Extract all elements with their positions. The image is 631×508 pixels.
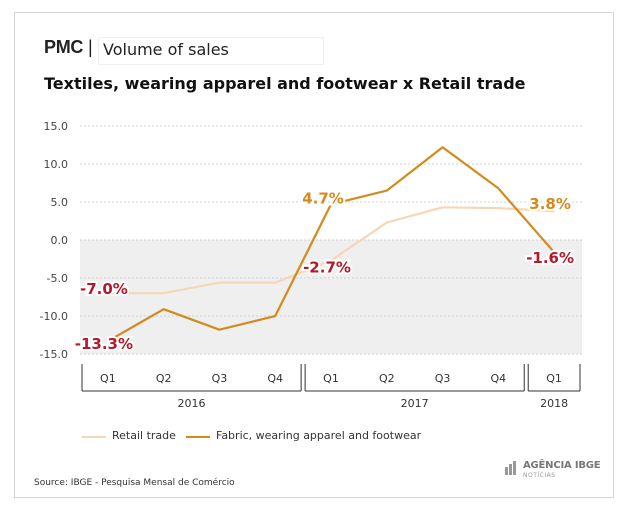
point-fabric [274,315,277,317]
point-fabric [553,251,555,253]
point-fabric [441,146,444,149]
x-tick-label: Q1 [323,372,339,385]
point-retail [441,206,444,209]
x-tick-label: Q4 [267,372,283,385]
year-label: 2017 [401,397,429,410]
brand-separator: | [88,37,93,57]
x-tick-label: Q1 [100,372,116,385]
chart-title: Textiles, wearing apparel and footwear x… [44,74,526,93]
agency-logo: AGÊNCIA IBGE NOTÍCIAS [505,458,601,482]
x-tick-label: Q4 [490,372,506,385]
legend-label-retail: Retail trade [112,429,176,442]
data-label: 4.7% [302,189,344,207]
data-label: -1.6% [526,249,574,267]
chart-frame [14,12,614,498]
point-retail [553,210,555,212]
legend-label-fabric: Fabric, wearing apparel and footwear [216,429,422,442]
subtitle: Volume of sales [103,40,229,59]
x-tick-label: Q3 [435,372,451,385]
point-retail [218,281,221,284]
y-tick-label: 10.0 [44,158,69,171]
year-label: 2018 [540,397,568,410]
agency-name: AGÊNCIA IBGE [523,460,601,471]
subtitle-box: Volume of sales [98,37,324,65]
negative-band [80,240,582,354]
point-fabric [330,203,332,206]
year-bracket [527,364,581,392]
x-tick-label: Q2 [156,372,172,385]
x-tick-label: Q2 [379,372,395,385]
year-bracket [304,364,525,392]
point-retail [162,292,165,295]
point-fabric [162,308,165,310]
source-note: Source: IBGE - Pesquisa Mensal de Comérc… [34,478,235,488]
point-fabric [218,328,221,331]
y-tick-label: -5.0 [47,272,68,285]
agency-sub: NOTÍCIAS [523,472,556,479]
point-retail [107,292,109,295]
legend-swatch-retail [82,436,106,438]
point-fabric [385,189,388,192]
x-tick-label: Q1 [546,372,562,385]
data-label: -7.0% [80,280,128,298]
point-retail [330,259,332,262]
point-fabric [497,187,500,190]
year-bracket [81,364,302,392]
brand-label: PMC [44,37,84,57]
point-retail [274,281,277,284]
data-label: -13.3% [75,335,133,353]
y-tick-label: -10.0 [40,310,68,323]
y-tick-label: 5.0 [51,196,69,209]
point-fabric [107,340,109,342]
agency-logo-icon [505,461,516,475]
y-tick-label: -15.0 [40,348,68,361]
data-label: 3.8% [529,195,571,213]
data-label: -2.7% [303,259,351,277]
legend-swatch-fabric [186,436,210,438]
y-tick-label: 15.0 [44,120,69,133]
x-tick-label: Q3 [212,372,228,385]
point-retail [385,221,388,224]
year-label: 2016 [178,397,206,410]
point-retail [497,207,500,209]
y-tick-label: 0.0 [51,234,69,247]
